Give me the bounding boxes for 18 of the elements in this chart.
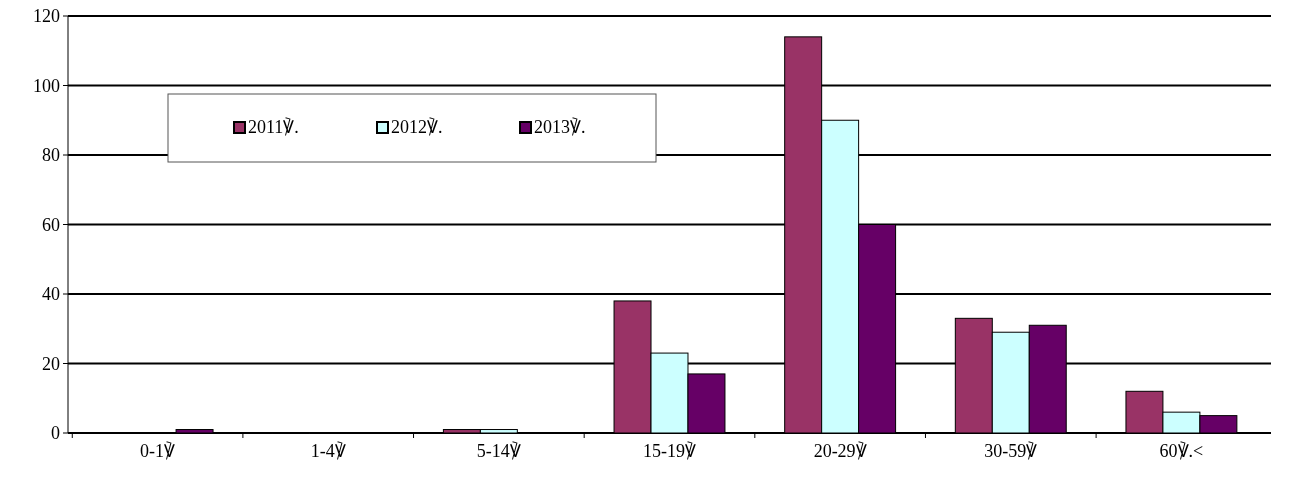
legend-label: 2011℣. (248, 117, 299, 137)
x-tick-label: 60℣.< (1159, 441, 1204, 461)
legend-label: 2013℣. (534, 117, 586, 137)
y-tick-label: 0 (51, 423, 60, 444)
x-tick-label: 15-19℣ (643, 441, 696, 461)
x-tick-label: 1-4℣ (310, 441, 346, 461)
legend-label: 2012℣. (391, 117, 443, 137)
bar (175, 429, 214, 434)
x-tick-label: 30-59℣ (984, 441, 1038, 461)
x-tick-label: 5-14℣ (476, 441, 521, 461)
y-tick-label: 120 (33, 6, 60, 27)
x-tick-label: 0-1℣ (140, 441, 176, 461)
y-tick-label: 80 (42, 145, 60, 166)
y-tick-label: 100 (33, 75, 60, 96)
x-tick-label: 20-29℣ (813, 441, 867, 461)
y-tick-label: 40 (42, 284, 60, 305)
y-tick-label: 20 (42, 353, 60, 374)
y-tick-label: 60 (42, 214, 60, 235)
